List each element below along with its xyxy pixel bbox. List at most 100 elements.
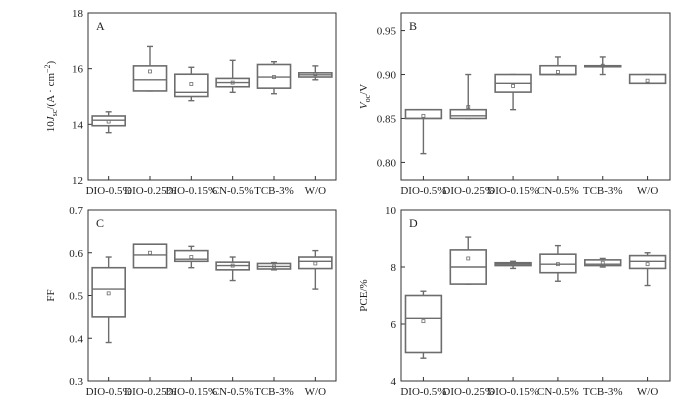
mean-marker	[511, 262, 515, 267]
mean-marker	[421, 113, 426, 118]
plot-frame	[400, 12, 671, 181]
mean-marker	[466, 256, 471, 261]
y-tick-label: 6	[391, 319, 397, 331]
mean-marker	[230, 263, 235, 268]
category-label: DIO-0.15%	[487, 386, 539, 398]
y-axis-label-part: sc	[50, 109, 59, 116]
panel-a: A 12 14 16 18 DIO-0.5%DIO-0.25%DIO-0.15%CN-0.…	[43, 8, 337, 197]
box-dio-0-5-	[404, 290, 443, 359]
panel-label: C	[96, 216, 104, 230]
mean-marker	[600, 260, 605, 265]
box-w-o	[297, 249, 333, 290]
mean-marker	[272, 264, 276, 269]
y-axis-label-part: FF	[45, 289, 57, 301]
y-tick-label: 18	[72, 8, 84, 20]
y-axis-label-part: /V	[358, 84, 370, 95]
panel-label: A	[96, 19, 105, 33]
box-dio-0-25-	[132, 243, 168, 269]
category-label: W/O	[305, 386, 326, 398]
category-label: W/O	[637, 185, 658, 197]
mean-marker	[556, 69, 560, 74]
box-cn-0-5-	[539, 244, 577, 282]
iqr-box	[449, 108, 487, 120]
box-dio-0-15-	[174, 66, 209, 102]
y-axis-label-part: V	[358, 101, 370, 109]
box-dio-0-5-	[404, 108, 443, 155]
iqr-box	[174, 249, 209, 263]
category-label: TCB-3%	[254, 185, 294, 197]
plot-frame	[87, 12, 337, 181]
y-axis-label-part: 10	[45, 121, 57, 133]
y-axis-label: FF	[45, 289, 57, 301]
y-tick-label: 0.80	[377, 157, 397, 169]
box-dio-0-25-	[132, 45, 168, 92]
iqr-box	[584, 259, 622, 267]
y-tick-label: 10	[385, 205, 397, 217]
panel-label: B	[409, 19, 417, 33]
box-dio-0-15-	[494, 73, 532, 111]
iqr-box	[539, 253, 577, 274]
y-axis-label-part: /(A · cm	[45, 73, 57, 110]
mean-marker	[645, 78, 650, 83]
y-axis-label-part: oc	[363, 94, 372, 102]
panel-label: D	[409, 216, 418, 230]
iqr-box	[132, 243, 168, 269]
iqr-box	[404, 294, 443, 354]
box-tcb-3-	[584, 56, 622, 76]
box-w-o	[628, 252, 667, 287]
y-tick-label: 14	[72, 119, 84, 131]
box-w-o	[628, 73, 667, 85]
box-dio-0-25-	[449, 236, 487, 285]
y-tick-label: 0.3	[69, 376, 83, 388]
panel-b: B 0.80 0.85 0.90 0.95 DIO-0.5%DIO-0.25%DIO-0.…	[358, 12, 671, 197]
box-tcb-3-	[256, 61, 292, 95]
mean-marker	[313, 261, 318, 266]
mean-marker	[148, 250, 152, 255]
y-tick-label: 0.90	[377, 70, 397, 82]
category-label: CN-0.5%	[212, 386, 254, 398]
category-label: DIO-0.25%	[442, 185, 494, 197]
mean-marker	[106, 119, 111, 124]
box-tcb-3-	[256, 261, 292, 271]
mean-marker	[511, 84, 515, 88]
category-label: DIO-0.5%	[400, 386, 446, 398]
panel-c: C 0.3 0.4 0.5 0.6 0.7 DIO-0.5%DIO-0.25%DIO-0.1…	[45, 205, 337, 398]
y-tick-label: 0.85	[377, 113, 397, 125]
category-label: W/O	[637, 386, 658, 398]
y-tick-label: 0.7	[69, 205, 83, 217]
mean-marker	[148, 69, 152, 74]
y-axis-label-part: PCE/%	[358, 279, 370, 311]
y-tick-label: 0.4	[69, 333, 83, 345]
y-axis-label-part: −2	[43, 64, 52, 73]
iqr-box	[628, 254, 667, 270]
iqr-box	[91, 266, 126, 318]
box-dio-0-5-	[91, 111, 126, 134]
category-label: TCB-3%	[583, 185, 623, 197]
mean-marker	[106, 291, 111, 296]
box-dio-0-5-	[91, 256, 126, 344]
y-axis-label: Voc/V	[358, 84, 372, 109]
y-axis-label: 10Jsc/(A · cm−2)	[43, 60, 59, 132]
box-cn-0-5-	[215, 59, 250, 94]
category-label: CN-0.5%	[537, 386, 579, 398]
mean-marker	[313, 72, 318, 77]
category-label: DIO-0.15%	[166, 185, 218, 197]
y-axis-label-part: )	[45, 60, 57, 64]
y-tick-label: 12	[72, 175, 83, 187]
category-label: DIO-0.25%	[124, 185, 176, 197]
category-label: DIO-0.15%	[166, 386, 218, 398]
category-label: CN-0.5%	[537, 185, 579, 197]
category-label: DIO-0.25%	[124, 386, 176, 398]
box-tcb-3-	[584, 257, 622, 268]
box-w-o	[297, 65, 333, 81]
mean-marker	[189, 82, 194, 86]
mean-marker	[645, 262, 650, 267]
y-tick-label: 8	[391, 262, 397, 274]
mean-marker	[230, 80, 235, 85]
mean-marker	[466, 105, 471, 109]
category-label: DIO-0.5%	[86, 185, 132, 197]
mean-marker	[556, 262, 560, 267]
category-label: DIO-0.5%	[86, 386, 132, 398]
category-label: DIO-0.25%	[442, 386, 494, 398]
